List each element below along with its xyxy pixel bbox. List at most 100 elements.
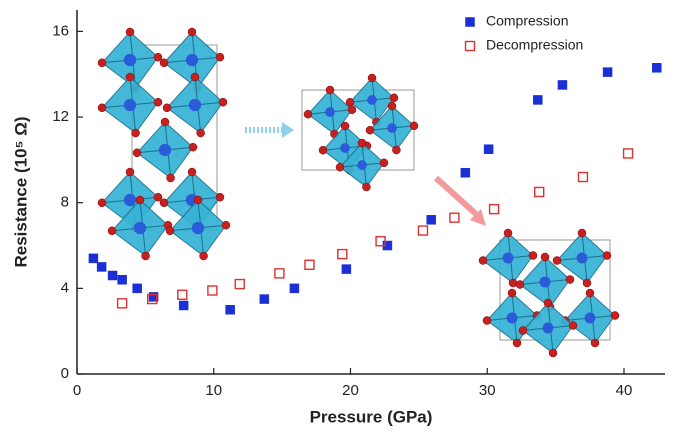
oxygen-atom (215, 52, 225, 62)
oxygen-atom (582, 278, 592, 288)
oxygen-atom (125, 167, 135, 177)
oxygen-atom (482, 316, 492, 325)
oxygen-atom (162, 103, 172, 113)
oxygen-atom (515, 280, 525, 289)
oxygen-atom (190, 72, 200, 82)
oxygen-atom (362, 182, 371, 192)
metal-atom (584, 312, 596, 324)
square-marker (557, 80, 568, 90)
square-marker (483, 144, 494, 154)
oxygen-atom (543, 298, 553, 308)
oxygen-atom (159, 198, 169, 208)
square-marker (225, 305, 235, 315)
metal-atom (539, 276, 551, 288)
oxygen-atom (160, 117, 170, 127)
oxygen-atom (125, 27, 135, 37)
square-marker (289, 283, 300, 294)
open-square-marker (147, 293, 158, 305)
arrow-head (470, 209, 486, 226)
oxygen-atom (196, 128, 205, 138)
open-square-marker (417, 225, 429, 236)
open-square-marker (234, 278, 245, 290)
oxygen-atom (107, 226, 117, 236)
square-marker (88, 253, 99, 264)
open-square-marker (464, 40, 476, 52)
open-square-marker (116, 298, 128, 309)
oxygen-atom (165, 226, 175, 236)
square-marker (533, 95, 543, 105)
metal-atom (576, 252, 588, 264)
open-square-marker (577, 171, 589, 183)
open-square-marker (533, 186, 545, 198)
oxygen-atom (379, 158, 389, 168)
square-marker (117, 275, 127, 285)
metal-atom (188, 98, 202, 112)
oxygen-atom (409, 121, 419, 131)
metal-atom (367, 95, 377, 105)
oxygen-atom (135, 195, 145, 205)
open-square-marker (449, 212, 460, 223)
metal-atom (185, 53, 199, 67)
oxygen-atom (215, 192, 225, 202)
open-square-marker (177, 289, 188, 300)
metal-atom (123, 53, 137, 67)
oxygen-atom (153, 192, 163, 202)
open-square-marker (375, 236, 386, 247)
oxygen-atom (577, 228, 587, 238)
square-marker (460, 167, 471, 178)
square-marker (341, 264, 352, 274)
square-marker (465, 17, 475, 27)
square-marker (602, 67, 613, 77)
oxygen-atom (345, 97, 355, 107)
oxygen-atom (585, 288, 595, 298)
oxygen-atom (325, 85, 335, 95)
open-square-marker (488, 203, 500, 215)
oxygen-atom (503, 228, 513, 238)
oxygen-atom (528, 251, 538, 260)
x-tick-label: 10 (205, 382, 222, 399)
oxygen-atom (97, 198, 107, 208)
metal-atom (357, 160, 367, 170)
oxygen-atom (166, 173, 175, 183)
oxygen-atom (187, 27, 197, 37)
x-tick-label: 40 (616, 382, 633, 399)
oxygen-atom (590, 338, 600, 348)
square-marker (132, 283, 142, 294)
oxygen-atom (552, 256, 562, 265)
y-axis-title: Resistance (10⁵ Ω) (11, 116, 30, 267)
oxygen-atom (367, 73, 377, 83)
x-tick-label: 0 (73, 382, 81, 399)
metal-atom (542, 322, 554, 334)
metal-atom (340, 143, 350, 153)
x-tick-label: 20 (342, 382, 359, 399)
metal-atom (158, 143, 172, 157)
oxygen-atom (389, 93, 399, 103)
metal-atom (325, 107, 335, 117)
arrow-head (282, 122, 294, 138)
arrow (433, 175, 479, 217)
legend-label: Compression (486, 13, 568, 29)
oxygen-atom (188, 142, 198, 152)
y-tick-label: 0 (61, 365, 69, 382)
oxygen-atom (159, 58, 169, 68)
oxygen-atom (221, 220, 231, 230)
oxygen-atom (518, 326, 528, 335)
crystal-insets (97, 27, 620, 358)
oxygen-atom (365, 125, 375, 135)
metal-atom (123, 193, 137, 207)
square-marker (148, 292, 159, 302)
square-marker (426, 215, 436, 225)
oxygen-atom (357, 138, 367, 148)
oxygen-atom (478, 256, 488, 265)
open-square-marker (304, 259, 315, 270)
oxygen-atom (218, 97, 228, 107)
metal-atom (502, 252, 514, 264)
oxygen-atom (97, 103, 107, 113)
oxygen-atom (387, 101, 397, 111)
oxygen-atom (548, 348, 558, 358)
square-marker (652, 63, 662, 73)
x-tick-label: 30 (479, 382, 496, 399)
open-square-marker (274, 268, 285, 279)
metal-atom (387, 123, 397, 133)
oxygen-atom (303, 109, 313, 119)
